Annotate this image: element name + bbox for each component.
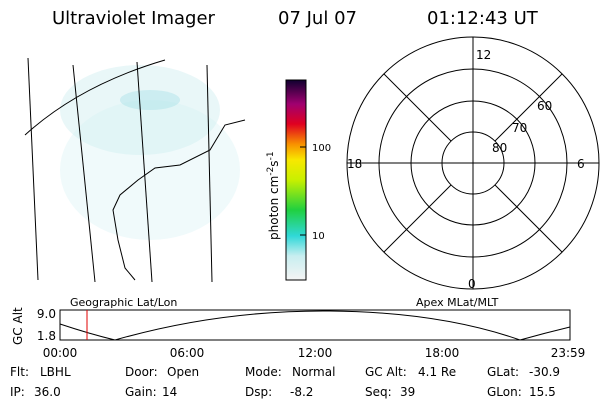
mlt-label: 12: [476, 48, 491, 62]
info-label: GC Alt:: [365, 365, 407, 379]
time: 01:12:43 UT: [427, 8, 539, 29]
timeline-ylabel: GC Alt: [11, 307, 25, 345]
lat-label: 70: [512, 121, 527, 135]
y-tick-label: 1.8: [37, 329, 56, 343]
colorbar-label: photon cm-2s-1: [266, 151, 281, 240]
info-value: 15.5: [529, 385, 556, 399]
info-value: 14: [162, 385, 177, 399]
info-panel: Flt: LBHL Door: Open Mode: Normal GC Alt: 4.1 R…: [10, 365, 560, 399]
info-label: GLat:: [487, 365, 519, 379]
colorbar: [285, 79, 307, 281]
x-tick-label: 23:59: [551, 346, 586, 360]
colorbar-tick-label: 100: [312, 143, 331, 154]
info-label: Dsp:: [245, 385, 272, 399]
geo-image: [24, 57, 246, 283]
x-tick-label: 00:00: [43, 346, 78, 360]
info-value: 39: [400, 385, 415, 399]
altitude-curve: [59, 310, 571, 341]
info-value: -8.2: [290, 385, 313, 399]
info-value: 4.1 Re: [418, 365, 456, 379]
x-tick-label: 18:00: [425, 346, 460, 360]
info-label: Mode:: [245, 365, 282, 379]
info-value: LBHL: [40, 365, 71, 379]
panel-label: Geographic Lat/Lon: [70, 296, 177, 309]
info-label: Door:: [125, 365, 158, 379]
polar-grid: [346, 36, 600, 290]
info-value: Open: [167, 365, 199, 379]
mlt-label: 6: [577, 157, 585, 171]
timeline-frame: [59, 309, 571, 341]
info-value: Normal: [292, 365, 335, 379]
info-label: Seq:: [365, 385, 392, 399]
date: 07 Jul 07: [278, 8, 357, 29]
x-tick-label: 12:00: [298, 346, 333, 360]
mlt-label: 0: [468, 277, 476, 291]
lat-label: 80: [492, 141, 507, 155]
y-tick-label: 9.0: [37, 307, 56, 321]
title: Ultraviolet Imager: [52, 8, 216, 29]
info-value: -30.9: [529, 365, 560, 379]
colorbar-tick-label: 10: [312, 231, 325, 242]
mlt-label: 18: [347, 157, 362, 171]
info-label: GLon:: [487, 385, 522, 399]
info-value: 36.0: [34, 385, 61, 399]
info-label: IP:: [10, 385, 25, 399]
info-label: Gain:: [125, 385, 157, 399]
panel-label: Apex MLat/MLT: [416, 296, 499, 309]
info-label: Flt:: [10, 365, 29, 379]
lat-label: 60: [537, 99, 552, 113]
x-tick-label: 06:00: [170, 346, 205, 360]
